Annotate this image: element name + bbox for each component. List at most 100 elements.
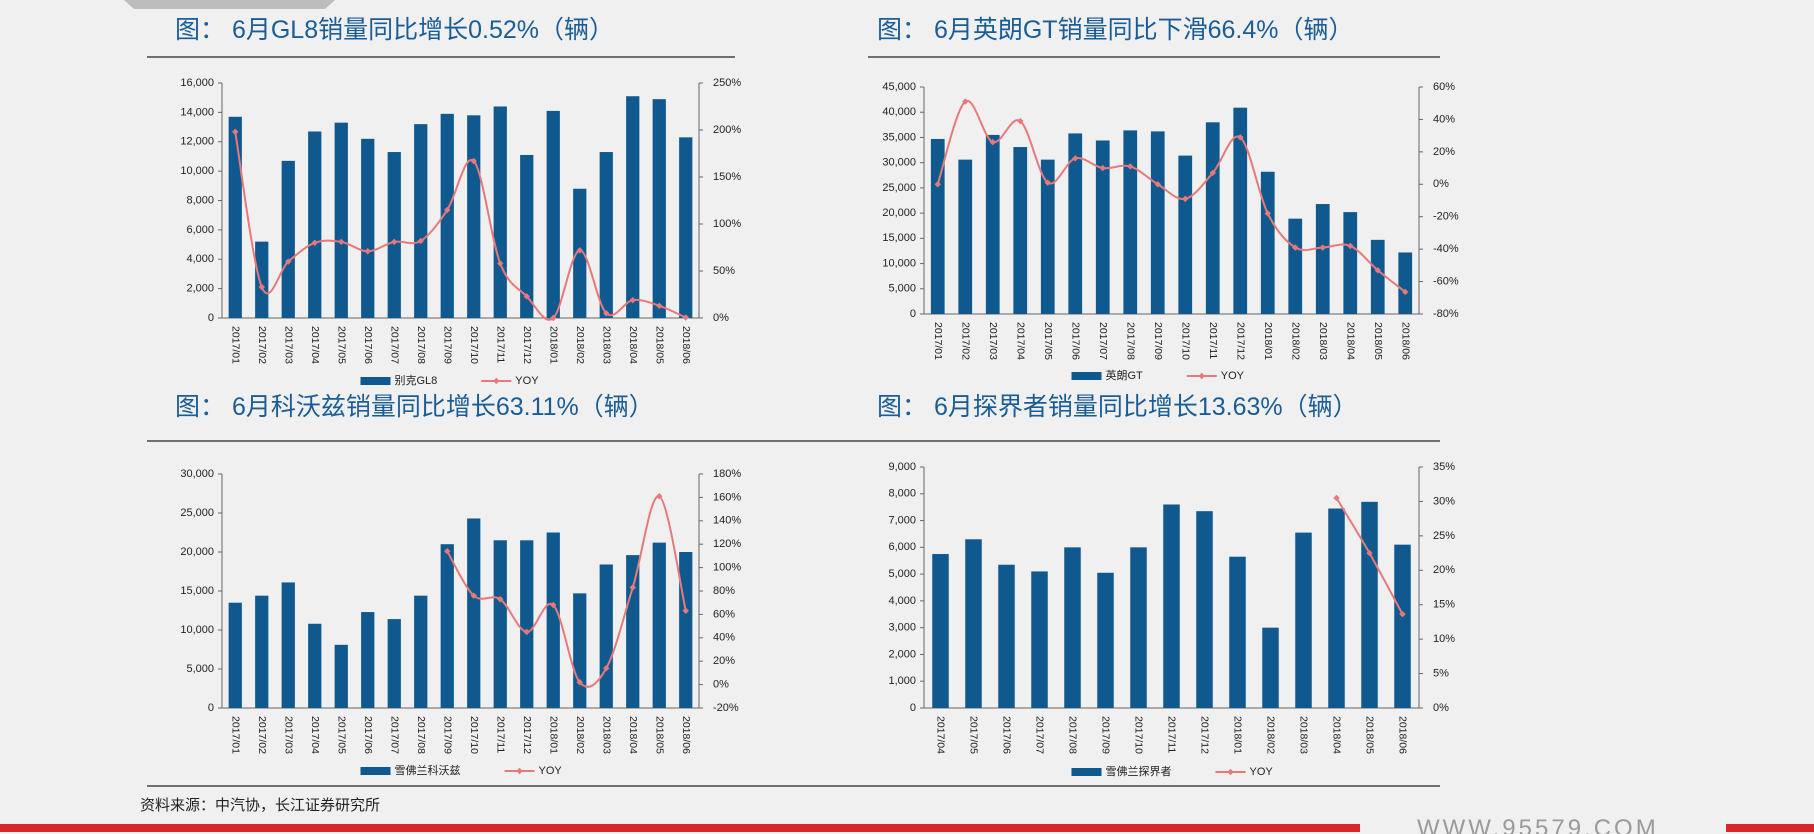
line-marker [232,128,239,136]
y-tick-label: 30,000 [882,157,916,169]
x-tick-label: 2018/02 [574,716,586,754]
x-tick-label: 2018/05 [1372,322,1384,360]
bar [573,593,587,708]
y-tick-label: 10,000 [180,624,214,636]
line-marker [1044,179,1051,186]
x-tick-label: 2017/08 [415,716,427,754]
x-tick-label: 2017/11 [1166,716,1178,753]
bar [1260,171,1275,314]
x-tick-label: 2017/11 [494,716,506,753]
x-tick-label: 2018/06 [1397,716,1409,754]
bar [1031,571,1048,708]
bar [546,532,560,708]
line-marker [603,310,610,317]
line-marker [444,206,451,214]
x-tick-label: 2017/01 [229,326,241,364]
bar [626,555,640,708]
y-tick-label: 6,000 [186,224,214,236]
x-tick-label: 2018/03 [1317,322,1329,360]
x-tick-label: 2017/03 [282,326,294,364]
x-tick-label: 2017/09 [441,716,453,754]
x-tick-label: 2018/04 [1344,322,1356,360]
bar [467,115,481,318]
line [234,131,687,321]
x-tick-label: 2017/04 [309,716,321,754]
watermark: WWW.95579.COM [1417,815,1659,834]
line-marker [934,181,941,188]
y-tick-label: 4,000 [888,595,916,607]
bar [1343,212,1358,314]
y-tick-label: 5,000 [888,283,916,295]
x-tick-label: 2017/07 [1097,322,1109,360]
line-marker [576,247,583,254]
y-tick-label: 20,000 [180,546,214,558]
y2-tick-label: 40% [713,632,735,644]
y-tick-label: 10,000 [882,257,916,269]
x-tick-label: 2017/06 [362,326,374,364]
chart-title: 图： 6月GL8销量同比增长0.52%（辆） [175,16,614,44]
x-tick-label: 2017/01 [932,322,944,360]
y2-tick-label: -40% [1433,243,1459,255]
bar [1095,140,1110,314]
bar [520,540,534,708]
bar [965,539,982,708]
line-marker [523,628,530,636]
y2-tick-label: -20% [1433,211,1459,223]
y2-tick-label: 5% [1433,667,1449,679]
y-tick-label: 7,000 [888,514,916,526]
bar [1398,252,1413,314]
bar [361,138,375,318]
bar [652,99,666,318]
bar [1123,130,1138,314]
bar [493,106,507,318]
x-tick-label: 2018/04 [627,326,639,364]
x-tick-label: 2017/02 [959,322,971,360]
line-marker [629,584,636,591]
bar [1205,122,1220,314]
x-tick-label: 2017/04 [935,716,947,754]
source: 资料来源：中汽协，长江证券研究所 [140,797,380,814]
line-marker [364,248,371,255]
x-tick-label: 2017/08 [1124,322,1136,360]
y2-tick-label: 180% [713,468,741,480]
y2-tick-label: 0% [713,679,729,691]
line-marker [656,493,663,500]
bar [1013,147,1028,314]
x-tick-label: 2017/09 [1152,322,1164,360]
y2-tick-label: 10% [1433,633,1455,645]
bar [1262,627,1279,708]
bar [334,644,348,708]
bar [493,540,507,708]
x-tick-label: 2017/08 [1067,716,1079,754]
line-marker [1099,164,1106,172]
line-marker [550,601,557,609]
line-marker [629,296,636,304]
bar [414,124,428,318]
y2-tick-label: 25% [1433,530,1455,542]
x-tick-label: 2017/05 [968,716,980,754]
y2-tick-label: -80% [1433,308,1459,320]
bar [1229,556,1246,708]
chart-title: 图： 6月探界者销量同比增长13.63%（辆） [877,393,1358,421]
x-tick-label: 2017/12 [521,326,533,364]
y-tick-label: 15,000 [180,585,214,597]
y-tick-label: 16,000 [180,77,214,89]
y-tick-label: 30,000 [180,468,214,480]
bar [440,544,454,708]
bar [1150,131,1165,314]
y2-tick-label: 30% [1433,495,1455,507]
x-tick-label: 2018/06 [680,716,692,754]
y2-tick-label: 160% [713,491,741,503]
y-tick-label: 0 [208,702,214,714]
y-tick-label: 0 [910,702,916,714]
y-tick-label: 10,000 [180,165,214,177]
bar [308,623,322,708]
bar [255,241,269,318]
line-marker [1209,169,1216,177]
line-marker [470,157,477,165]
bar [281,582,295,708]
bar [1288,218,1303,314]
y2-tick-label: 20% [713,655,735,667]
x-tick-label: 2018/03 [1298,716,1310,754]
line-marker [497,595,504,603]
